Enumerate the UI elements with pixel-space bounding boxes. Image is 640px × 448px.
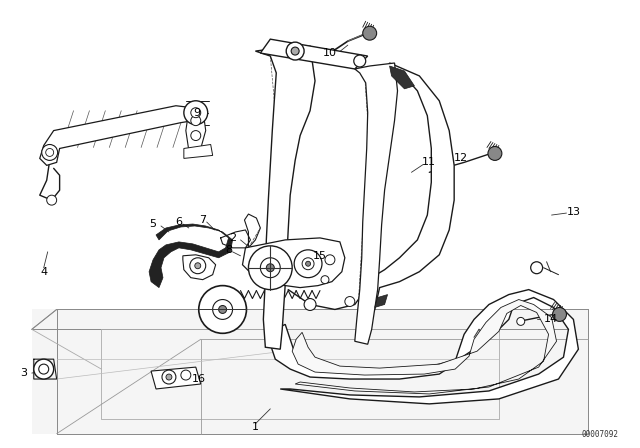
Circle shape <box>199 286 246 333</box>
Circle shape <box>260 258 280 278</box>
Circle shape <box>363 26 377 40</box>
Circle shape <box>302 258 314 270</box>
Circle shape <box>294 250 322 278</box>
Text: 16: 16 <box>192 374 205 384</box>
Text: 8: 8 <box>225 245 232 255</box>
Circle shape <box>345 297 355 306</box>
Circle shape <box>488 146 502 160</box>
Text: 3: 3 <box>20 368 28 378</box>
Text: 11: 11 <box>422 157 436 168</box>
Text: 10: 10 <box>323 48 337 58</box>
Circle shape <box>184 101 208 125</box>
Text: 4: 4 <box>40 267 47 277</box>
Circle shape <box>305 261 310 266</box>
Circle shape <box>212 300 232 319</box>
Polygon shape <box>40 106 205 165</box>
Circle shape <box>552 307 566 321</box>
Circle shape <box>286 42 304 60</box>
Circle shape <box>47 195 57 205</box>
Circle shape <box>248 246 292 289</box>
Polygon shape <box>32 310 588 434</box>
Polygon shape <box>149 224 232 288</box>
Polygon shape <box>270 289 579 404</box>
Polygon shape <box>255 46 315 349</box>
Text: 5: 5 <box>150 219 157 229</box>
Polygon shape <box>243 238 345 288</box>
Polygon shape <box>390 66 415 89</box>
Circle shape <box>39 364 49 374</box>
Circle shape <box>354 55 365 67</box>
Circle shape <box>191 130 201 141</box>
Circle shape <box>516 318 525 325</box>
Circle shape <box>45 148 54 156</box>
Text: 00007092: 00007092 <box>581 430 618 439</box>
Circle shape <box>325 255 335 265</box>
Circle shape <box>304 298 316 310</box>
Circle shape <box>321 276 329 284</box>
Text: 12: 12 <box>454 153 468 164</box>
Text: 13: 13 <box>566 207 580 217</box>
Circle shape <box>162 370 176 384</box>
Circle shape <box>181 370 191 380</box>
Polygon shape <box>186 109 205 151</box>
Circle shape <box>531 262 543 274</box>
Circle shape <box>166 374 172 380</box>
Text: 14: 14 <box>543 314 557 324</box>
Circle shape <box>195 263 201 269</box>
Polygon shape <box>292 300 557 394</box>
Polygon shape <box>360 63 454 310</box>
Text: 2: 2 <box>229 233 236 243</box>
Circle shape <box>219 306 227 314</box>
Circle shape <box>291 47 299 55</box>
Polygon shape <box>374 294 388 307</box>
Circle shape <box>190 258 205 274</box>
Circle shape <box>266 264 275 271</box>
Text: 9: 9 <box>193 108 200 118</box>
Polygon shape <box>151 367 201 389</box>
Text: 7: 7 <box>199 215 206 225</box>
Text: 1: 1 <box>252 422 259 432</box>
Text: 15: 15 <box>313 251 327 261</box>
Polygon shape <box>260 39 368 69</box>
Polygon shape <box>183 255 216 280</box>
Circle shape <box>42 145 58 160</box>
Circle shape <box>34 359 54 379</box>
Circle shape <box>191 108 201 118</box>
Polygon shape <box>355 63 397 344</box>
Text: 6: 6 <box>175 217 182 227</box>
Polygon shape <box>184 145 212 159</box>
Circle shape <box>191 116 201 125</box>
